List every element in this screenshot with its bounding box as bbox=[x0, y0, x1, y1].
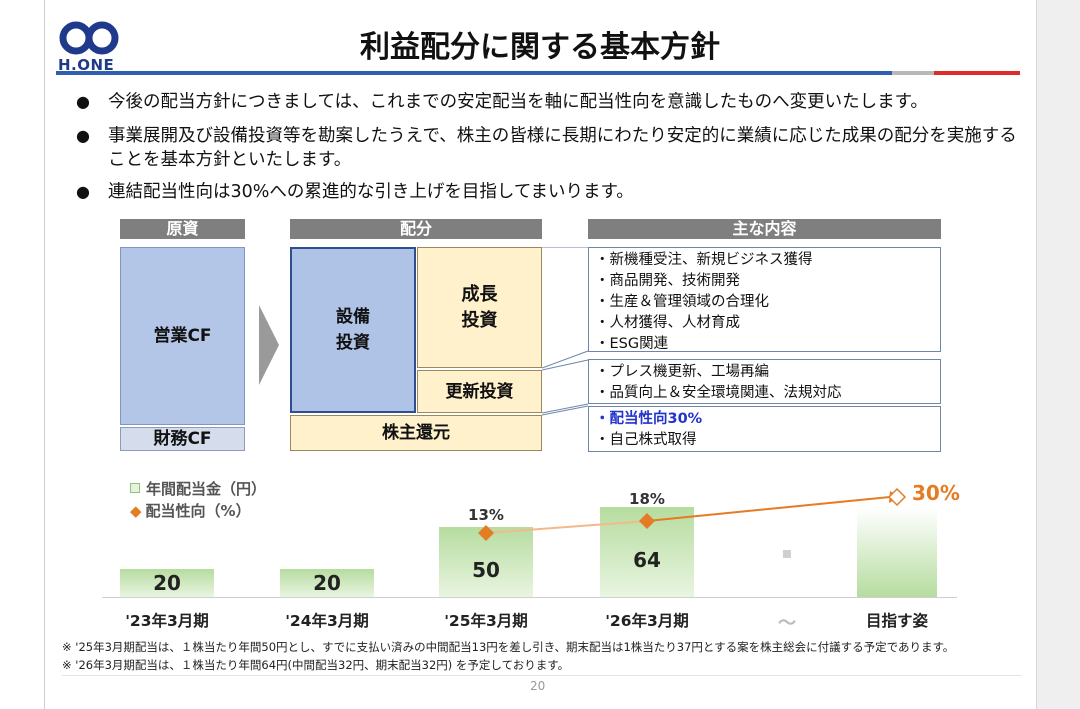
list-item: ・商品開発、技術開発 bbox=[595, 273, 740, 289]
page-title: 利益配分に関する基本方針 bbox=[360, 30, 720, 65]
growth-label-line2: 投資 bbox=[461, 309, 498, 331]
list-item: ・自己株式取得 bbox=[595, 432, 697, 448]
payout-target-point bbox=[887, 487, 907, 507]
frame-divider bbox=[44, 0, 45, 709]
growth-label-line1: 成長 bbox=[461, 283, 498, 305]
x-axis-label: '26年3月期 bbox=[605, 612, 689, 630]
renewal-label: 更新投資 bbox=[445, 381, 514, 402]
footnotes: ※ '25年3月期配当は、１株当たり年間50円とし、すでに支払い済みの中間配当1… bbox=[62, 638, 954, 674]
target-pct-label: 30% bbox=[912, 481, 960, 505]
title-underline-gray bbox=[892, 71, 934, 75]
page-number: 20 bbox=[530, 679, 546, 693]
x-axis-label: 目指す姿 bbox=[865, 612, 928, 630]
dividend-value-label: 64 bbox=[633, 548, 661, 573]
connector-lines bbox=[542, 247, 589, 416]
frame-right bbox=[1036, 0, 1080, 709]
financial-cf-box: 財務CF bbox=[120, 427, 245, 451]
footer-divider bbox=[62, 675, 1022, 676]
legend-line-label: 配当性向（%） bbox=[145, 502, 251, 520]
bullet-item: 事業展開及び設備投資等を勘案したうえで、株主の皆様に長期にわたり安定的に業績に応… bbox=[72, 124, 1022, 172]
x-axis-label: 〜 bbox=[778, 613, 796, 634]
renewal-investment-box: 更新投資 bbox=[417, 370, 542, 413]
x-axis-label: '23年3月期 bbox=[125, 612, 209, 630]
h-one-logo-icon bbox=[59, 21, 119, 55]
header-content: 主な内容 bbox=[588, 219, 941, 239]
operating-cf-box: 営業CF bbox=[120, 247, 245, 425]
title-underline-red bbox=[934, 71, 1020, 75]
footnote: ※ '25年3月期配当は、１株当たり年間50円とし、すでに支払い済みの中間配当1… bbox=[62, 640, 955, 654]
shareholder-return-box: 株主還元 bbox=[290, 415, 542, 451]
chart-legend: 年間配当金（円） ◆ 配当性向（%） bbox=[130, 478, 266, 522]
renewal-items-list: ・プレス機更新、工場再編 ・品質向上＆安全環境関連、法規対応 bbox=[588, 359, 941, 404]
chart-baseline bbox=[102, 597, 957, 598]
payout-pct-label: 13% bbox=[468, 506, 504, 524]
growth-items-list: ・新機種受注、新規ビジネス獲得 ・商品開発、技術開発 ・生産＆管理領域の合理化 … bbox=[588, 247, 941, 352]
list-item: ・新機種受注、新規ビジネス獲得 bbox=[595, 252, 813, 268]
flow-arrow-icon bbox=[259, 305, 279, 385]
operating-cf-label: 営業CF bbox=[153, 326, 212, 346]
list-item: ・プレス機更新、工場再編 bbox=[595, 364, 769, 380]
list-item: ・生産＆管理領域の合理化 bbox=[595, 294, 769, 310]
target-bar bbox=[857, 508, 937, 597]
list-item: ・品質向上＆安全環境関連、法規対応 bbox=[595, 385, 842, 401]
legend-bar-label: 年間配当金（円） bbox=[146, 480, 267, 498]
capex-label-line1: 設備 bbox=[336, 307, 370, 327]
x-axis-label: '24年3月期 bbox=[285, 612, 369, 630]
legend-bar-swatch bbox=[130, 483, 140, 493]
dividend-bar bbox=[280, 569, 374, 597]
dividend-bar bbox=[120, 569, 214, 597]
logo-text: H.ONE bbox=[58, 56, 115, 74]
frame-left bbox=[0, 0, 44, 709]
x-axis-label: '25年3月期 bbox=[444, 612, 528, 630]
header-source: 原資 bbox=[120, 219, 245, 239]
list-item: ・ESG関連 bbox=[595, 336, 669, 352]
capex-box: 設備 投資 bbox=[290, 247, 416, 413]
growth-investment-box: 成長 投資 bbox=[417, 247, 542, 368]
chart-gap-marker bbox=[783, 550, 791, 558]
header-allocation: 配分 bbox=[290, 219, 542, 239]
payout-pct-label: 18% bbox=[629, 490, 665, 508]
payout-line-arrowhead bbox=[889, 491, 900, 503]
legend-diamond-icon: ◆ bbox=[130, 502, 142, 520]
dividend-value-label: 20 bbox=[313, 571, 341, 595]
dividend-value-label: 20 bbox=[153, 571, 181, 595]
bullet-item: 今後の配当方針につきましては、これまでの安定配当を軸に配当性向を意識したものへ変… bbox=[72, 90, 1022, 114]
shareholder-items-list: ・配当性向30% ・自己株式取得 bbox=[588, 406, 941, 452]
capex-label-line2: 投資 bbox=[336, 333, 370, 353]
shareholder-label: 株主還元 bbox=[382, 423, 450, 443]
list-item-highlight: ・配当性向30% bbox=[595, 411, 703, 427]
dividend-value-label: 50 bbox=[472, 558, 500, 582]
title-underline-blue bbox=[56, 71, 892, 75]
footnote: ※ '26年3月期配当は、１株当たり年間64円(中間配当32円、期末配当32円)… bbox=[62, 658, 570, 672]
financial-cf-label: 財務CF bbox=[153, 429, 212, 449]
bullet-item: 連結配当性向は30%への累進的な引き上げを目指してまいります。 bbox=[72, 180, 1022, 204]
list-item: ・人材獲得、人材育成 bbox=[595, 315, 740, 331]
policy-bullets: 今後の配当方針につきましては、これまでの安定配当を軸に配当性向を意識したものへ変… bbox=[72, 90, 1022, 214]
